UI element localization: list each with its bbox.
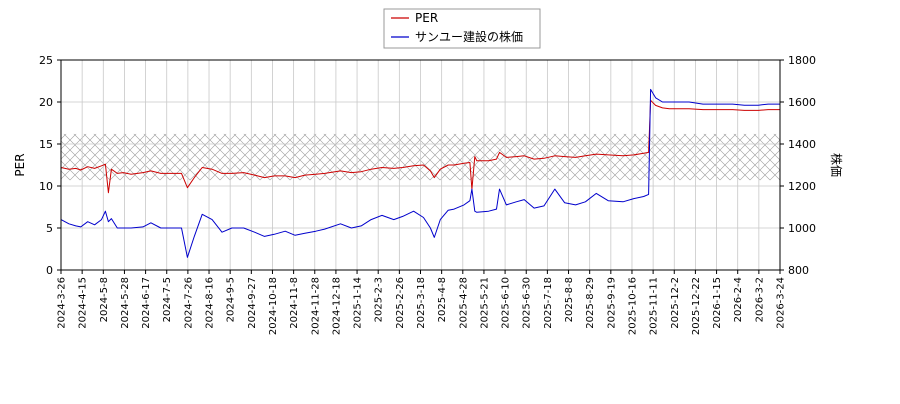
x-tick-label: 2025-12-2 xyxy=(670,277,681,329)
legend: PER サンユー建設の株価 xyxy=(383,8,541,49)
x-tick-label: 2025-8-8 xyxy=(564,277,575,322)
x-tick-label: 2024-9-5 xyxy=(226,277,237,322)
right-tick-label: 800 xyxy=(788,264,809,277)
x-tick-label: 2024-3-26 xyxy=(57,277,68,329)
series-layer xyxy=(61,88,780,258)
right-tick-label: 1200 xyxy=(788,180,816,193)
left-tick-label: 15 xyxy=(39,138,53,151)
x-tick-label: 2024-4-15 xyxy=(78,277,89,329)
x-tick-label: 2025-4-28 xyxy=(458,277,469,329)
x-tick-label: 2024-11-8 xyxy=(289,277,300,329)
left-axis-label: PER xyxy=(13,153,27,176)
right-tick-label: 1600 xyxy=(788,96,816,109)
x-tick-label: 2024-5-28 xyxy=(120,277,131,329)
series-line-per xyxy=(61,99,780,194)
legend-label-per: PER xyxy=(415,11,438,25)
x-tick-label: 2024-5-8 xyxy=(99,277,110,322)
x-tick-label: 2026-3-2 xyxy=(754,277,765,322)
left-tick-label: 20 xyxy=(39,96,53,109)
x-tick-label: 2025-11-11 xyxy=(649,277,660,335)
axis-layer: 0 5 10 15 20 25 800 1000 1200 1400 1600 1800 2024-3-… xyxy=(39,54,816,335)
legend-frame xyxy=(383,8,541,49)
x-tick-label: 2026-1-15 xyxy=(712,277,723,329)
x-tick-label: 2025-4-8 xyxy=(437,277,448,322)
x-tick-label: 2025-8-29 xyxy=(585,277,596,329)
x-tick-label: 2024-12-18 xyxy=(331,277,342,335)
right-tick-label: 1400 xyxy=(788,138,816,151)
left-tick-label: 5 xyxy=(46,222,53,235)
right-axis-label: 株価 xyxy=(829,153,844,177)
left-tick-label: 0 xyxy=(46,264,53,277)
x-tick-label: 2025-3-18 xyxy=(416,277,427,329)
x-tick-label: 2024-8-16 xyxy=(205,277,216,329)
x-tick-label: 2024-7-5 xyxy=(162,277,173,322)
x-tick-label: 2025-12-22 xyxy=(691,277,702,335)
x-tick-label: 2026-3-24 xyxy=(776,277,787,329)
legend-label-price: サンユー建設の株価 xyxy=(415,29,523,44)
left-tick-label: 10 xyxy=(39,180,53,193)
right-tick-label: 1800 xyxy=(788,54,816,67)
x-tick-label: 2025-10-16 xyxy=(627,277,638,335)
x-tick-label: 2025-7-18 xyxy=(543,277,554,329)
right-tick-label: 1000 xyxy=(788,222,816,235)
x-tick-label: 2025-6-10 xyxy=(501,277,512,329)
x-tick-label: 2025-6-30 xyxy=(522,277,533,329)
x-tick-label: 2024-6-17 xyxy=(141,277,152,329)
x-tick-label: 2025-2-26 xyxy=(395,277,406,329)
x-tick-label: 2025-1-14 xyxy=(353,277,364,329)
series-line-price xyxy=(61,88,780,258)
x-tick-label: 2026-2-4 xyxy=(733,277,744,322)
x-tick-label: 2025-9-19 xyxy=(606,277,617,329)
x-tick-label: 2025-2-3 xyxy=(374,277,385,322)
x-tick-label: 2024-9-27 xyxy=(247,277,258,329)
x-tick-label: 2024-11-28 xyxy=(310,277,321,335)
x-tick-label: 2024-7-26 xyxy=(183,277,194,329)
x-tick-label: 2025-5-21 xyxy=(479,277,490,329)
x-tick-label: 2024-10-18 xyxy=(268,277,279,335)
left-tick-label: 25 xyxy=(39,54,53,67)
